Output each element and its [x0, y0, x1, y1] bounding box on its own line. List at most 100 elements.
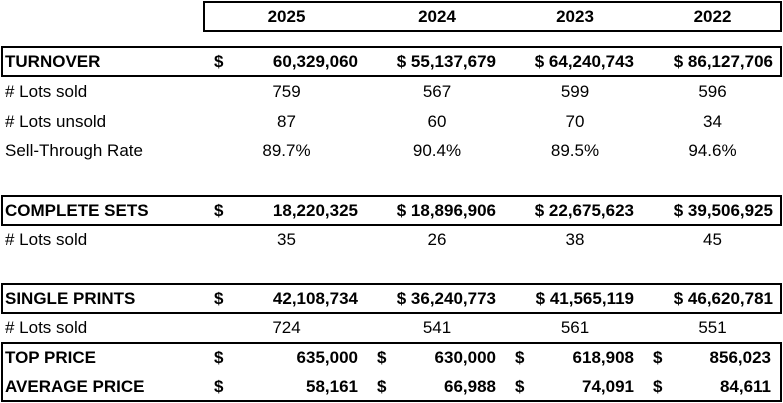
single-prints-row: SINGLE PRINTS $42,108,734 $ 36,240,773 $… — [0, 284, 783, 313]
value: 856,023 — [709, 348, 771, 367]
average-price-row: AVERAGE PRICE $58,161 $66,988 $74,091 $8… — [0, 372, 783, 401]
year-2025: 2025 — [267, 7, 306, 26]
year-2022: 2022 — [693, 7, 732, 26]
value: 35 — [277, 230, 296, 249]
value: $ 18,896,906 — [396, 201, 496, 220]
currency-symbol: $ — [214, 348, 224, 367]
prices-border — [1, 342, 782, 402]
row-label: SINGLE PRINTS — [5, 289, 136, 308]
value-cell: $ 64,240,743 — [506, 47, 644, 76]
row-label: TURNOVER — [5, 52, 101, 71]
value-cell: $74,091 — [506, 372, 644, 401]
value: 84,611 — [719, 377, 771, 396]
value-cell: $856,023 — [644, 343, 781, 372]
single-prints-border — [1, 283, 782, 314]
top-price-row: TOP PRICE $635,000 $630,000 $618,908 $85… — [0, 343, 783, 372]
value-cell: $ 41,565,119 — [506, 284, 644, 313]
year-2024: 2024 — [418, 7, 456, 26]
currency-symbol: $ — [515, 348, 525, 367]
value: 630,000 — [434, 348, 496, 367]
value: $ 55,137,679 — [396, 52, 496, 71]
value: 551 — [698, 318, 727, 337]
value-cell: $ 22,675,623 — [506, 196, 644, 225]
value: 759 — [272, 82, 301, 101]
year-2023: 2023 — [556, 7, 594, 26]
value: $ 64,240,743 — [534, 52, 634, 71]
value: 89.5% — [550, 141, 600, 160]
value: 60,329,060 — [272, 52, 358, 71]
value: 34 — [703, 112, 722, 131]
currency-symbol: $ — [515, 377, 525, 396]
value: 74,091 — [582, 377, 634, 396]
value-cell: $618,908 — [506, 343, 644, 372]
value: 90.4% — [412, 141, 462, 160]
value: $ 36,240,773 — [396, 289, 496, 308]
sell-through-row: Sell-Through Rate 89.7% 90.4% 89.5% 94.6… — [0, 136, 783, 165]
value: $ 41,565,119 — [535, 289, 634, 308]
value-cell: $58,161 — [205, 372, 368, 401]
value-cell: $ 36,240,773 — [368, 284, 506, 313]
row-label: # Lots sold — [5, 230, 88, 249]
single-lots-sold-row: # Lots sold 724 541 561 551 — [0, 313, 783, 342]
value: 60 — [427, 112, 447, 131]
value-cell: $60,329,060 — [205, 47, 368, 76]
value-cell: $ 39,506,925 — [644, 196, 781, 225]
row-label: AVERAGE PRICE — [5, 377, 145, 396]
row-label: # Lots unsold — [5, 112, 107, 131]
turnover-lots-unsold-row: # Lots unsold 87 60 70 34 — [0, 107, 783, 136]
currency-symbol: $ — [214, 201, 224, 220]
value: $ 46,620,781 — [673, 289, 773, 308]
value: 26 — [427, 230, 447, 249]
value-cell: $ 55,137,679 — [368, 47, 506, 76]
value: $ 39,506,925 — [673, 201, 773, 220]
value-cell: $ 18,896,906 — [368, 196, 506, 225]
value-cell: $ 46,620,781 — [644, 284, 781, 313]
value: $ 86,127,706 — [673, 52, 773, 71]
value: 42,108,734 — [272, 289, 358, 308]
row-label: COMPLETE SETS — [5, 201, 149, 220]
turnover-border — [1, 46, 782, 77]
value: 567 — [422, 82, 452, 101]
row-label: TOP PRICE — [5, 348, 97, 367]
currency-symbol: $ — [377, 377, 387, 396]
value: 87 — [277, 112, 296, 131]
currency-symbol: $ — [377, 348, 387, 367]
currency-symbol: $ — [214, 289, 224, 308]
header-border — [203, 1, 782, 32]
currency-symbol: $ — [214, 52, 224, 71]
value: $ 22,675,623 — [534, 201, 634, 220]
value: 561 — [560, 318, 590, 337]
value-cell: $18,220,325 — [205, 196, 368, 225]
value: 541 — [422, 318, 452, 337]
value: 38 — [565, 230, 585, 249]
turnover-row: TURNOVER $60,329,060 $ 55,137,679 $ 64,2… — [0, 47, 783, 76]
value: 45 — [703, 230, 722, 249]
value: 724 — [272, 318, 301, 337]
value: 635,000 — [296, 348, 358, 367]
value: 18,220,325 — [272, 201, 358, 220]
value-cell: $42,108,734 — [205, 284, 368, 313]
value-cell: $84,611 — [644, 372, 781, 401]
row-label: Sell-Through Rate — [5, 141, 143, 160]
value: 70 — [565, 112, 585, 131]
row-label: # Lots sold — [5, 318, 88, 337]
complete-sets-row: COMPLETE SETS $18,220,325 $ 18,896,906 $… — [0, 196, 783, 225]
value-cell: $66,988 — [368, 372, 506, 401]
value: 66,988 — [444, 377, 496, 396]
value-cell: $630,000 — [368, 343, 506, 372]
currency-symbol: $ — [653, 348, 663, 367]
complete-lots-sold-row: # Lots sold 35 26 38 45 — [0, 225, 783, 254]
value: 596 — [698, 82, 727, 101]
year-header-row: 2025 2024 2023 2022 — [0, 2, 783, 31]
value: 58,161 — [306, 377, 358, 396]
value-cell: $ 86,127,706 — [644, 47, 781, 76]
value: 94.6% — [688, 141, 737, 160]
currency-symbol: $ — [653, 377, 663, 396]
complete-sets-border — [1, 195, 782, 226]
value: 599 — [560, 82, 590, 101]
turnover-lots-sold-row: # Lots sold 759 567 599 596 — [0, 77, 783, 106]
value-cell: $635,000 — [205, 343, 368, 372]
currency-symbol: $ — [214, 377, 224, 396]
value: 89.7% — [262, 141, 311, 160]
